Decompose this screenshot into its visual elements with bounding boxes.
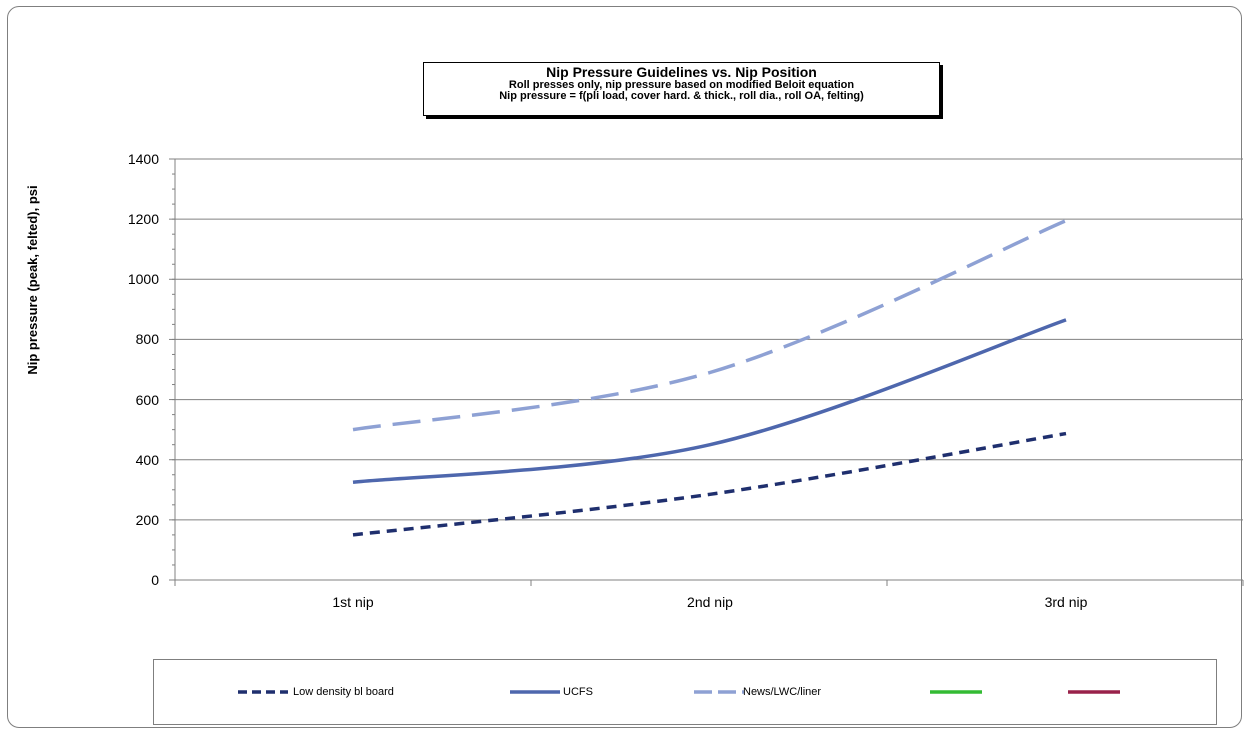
chart-title-box: Nip Pressure Guidelines vs. Nip Position… (423, 62, 940, 116)
x-tick-label: 2nd nip (687, 594, 733, 610)
chart-title: Nip Pressure Guidelines vs. Nip Position (546, 64, 817, 80)
y-tick-label: 600 (135, 391, 159, 408)
series-line-2 (352, 219, 1067, 432)
legend-label-0: Low density bl board (293, 686, 394, 698)
y-tick-label: 200 (135, 511, 159, 528)
y-tick-label: 800 (135, 331, 159, 348)
x-tick-label: 1st nip (332, 594, 374, 610)
y-tick-label: 1400 (127, 151, 159, 167)
chart-area (7, 6, 1242, 728)
y-tick-label: 400 (135, 451, 159, 468)
legend-label-2: News/LWC/liner (743, 686, 822, 698)
y-tick-label: 1000 (127, 271, 159, 288)
legend (153, 659, 1217, 725)
series-line-1 (352, 318, 1067, 485)
chart-subtitle-line-2: Nip pressure = f(pli load, cover hard. &… (499, 90, 864, 103)
y-tick-label: 1200 (127, 211, 159, 228)
x-tick-label: 3rd nip (1044, 594, 1088, 610)
y-tick-label: 0 (151, 572, 159, 588)
chart-subtitle-line-1: Roll presses only, nip pressure based on… (508, 78, 855, 91)
series-line-0 (352, 431, 1067, 537)
legend-label-1: UCFS (563, 686, 593, 698)
